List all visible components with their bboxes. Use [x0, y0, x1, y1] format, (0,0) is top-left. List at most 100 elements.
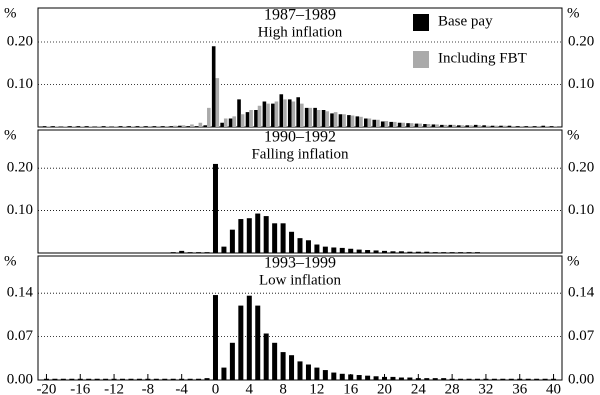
bar	[60, 378, 66, 380]
x-tick-label: -8	[142, 381, 155, 395]
bar	[474, 378, 480, 380]
bar	[458, 252, 464, 253]
y-unit: %	[4, 5, 17, 21]
y-tick-label: 0.20	[7, 33, 33, 49]
bar	[128, 378, 134, 380]
bar	[373, 250, 379, 253]
y-tick-label: 0.14	[7, 285, 34, 301]
bar	[280, 223, 286, 253]
bar	[221, 246, 227, 253]
bar	[170, 252, 176, 253]
bar	[382, 250, 388, 253]
y-tick-label-right: 0.14	[568, 285, 595, 301]
bar	[414, 123, 419, 127]
bar	[541, 125, 546, 127]
bar	[255, 305, 261, 380]
bar	[426, 124, 431, 127]
bar	[103, 378, 109, 380]
bar	[181, 125, 186, 127]
bar	[187, 252, 193, 253]
bar	[384, 121, 389, 127]
bar	[162, 378, 168, 380]
y-tick-label: 0.20	[7, 160, 33, 176]
bar	[308, 107, 313, 127]
bar	[321, 110, 326, 127]
x-tick-label: -20	[36, 381, 56, 395]
bar	[477, 125, 482, 127]
bar	[350, 115, 355, 127]
bar	[418, 123, 422, 127]
bar	[161, 126, 165, 127]
bar	[528, 126, 532, 127]
bar	[147, 126, 152, 127]
bar	[228, 118, 233, 127]
legend-label: Base pay	[438, 13, 493, 29]
bar	[432, 252, 438, 253]
bar	[245, 112, 250, 127]
bar	[390, 376, 396, 380]
bar	[333, 112, 338, 127]
bar	[473, 124, 478, 127]
y-tick-label: 0.07	[7, 328, 34, 344]
bar	[220, 122, 224, 127]
legend-label: Including FBT	[438, 50, 527, 66]
bar	[456, 125, 461, 127]
bar	[68, 126, 72, 127]
bar	[423, 124, 427, 127]
x-tick-label: 36	[512, 381, 528, 395]
bar	[376, 119, 380, 127]
bar	[364, 118, 368, 127]
bar	[431, 124, 436, 127]
bar	[507, 125, 512, 127]
panel-title: 1993–1999	[264, 255, 336, 272]
bar	[204, 378, 210, 380]
bar	[485, 125, 490, 127]
bar	[297, 361, 303, 380]
bar	[280, 352, 286, 380]
bar	[257, 105, 262, 127]
bar	[322, 370, 328, 380]
bar	[272, 223, 278, 253]
y-unit-right: %	[567, 5, 580, 21]
bar	[212, 163, 218, 253]
bar	[448, 124, 453, 127]
bar	[262, 101, 267, 127]
bar	[203, 125, 208, 127]
bar	[196, 252, 202, 253]
x-tick-label: -16	[70, 381, 90, 395]
bar	[452, 124, 456, 127]
bar	[500, 378, 506, 380]
bar	[407, 251, 413, 253]
bar	[494, 125, 498, 127]
x-tick-label: 24	[411, 381, 427, 395]
bar	[533, 126, 537, 127]
bar	[365, 250, 371, 253]
bar	[156, 126, 160, 127]
bar	[211, 46, 216, 127]
bar	[331, 372, 337, 380]
bar	[271, 103, 275, 127]
bar	[178, 125, 182, 127]
bar	[525, 378, 531, 380]
x-tick-label: 16	[343, 381, 359, 395]
bar	[330, 113, 334, 127]
bar	[465, 125, 470, 127]
bar	[263, 333, 269, 380]
x-tick-label: -4	[175, 381, 188, 395]
bar	[342, 114, 346, 127]
bar	[339, 373, 345, 380]
bar	[325, 111, 329, 127]
bar	[221, 367, 227, 380]
bar	[516, 126, 520, 127]
bar	[469, 125, 473, 127]
panel-title: 1987–1989	[264, 7, 336, 24]
bar	[499, 125, 503, 127]
y-tick-label: 0.10	[7, 76, 33, 92]
bar	[118, 126, 123, 127]
bar	[458, 378, 464, 380]
bar	[305, 240, 311, 253]
bar	[441, 378, 447, 380]
bar	[491, 378, 497, 380]
bar	[51, 126, 55, 127]
